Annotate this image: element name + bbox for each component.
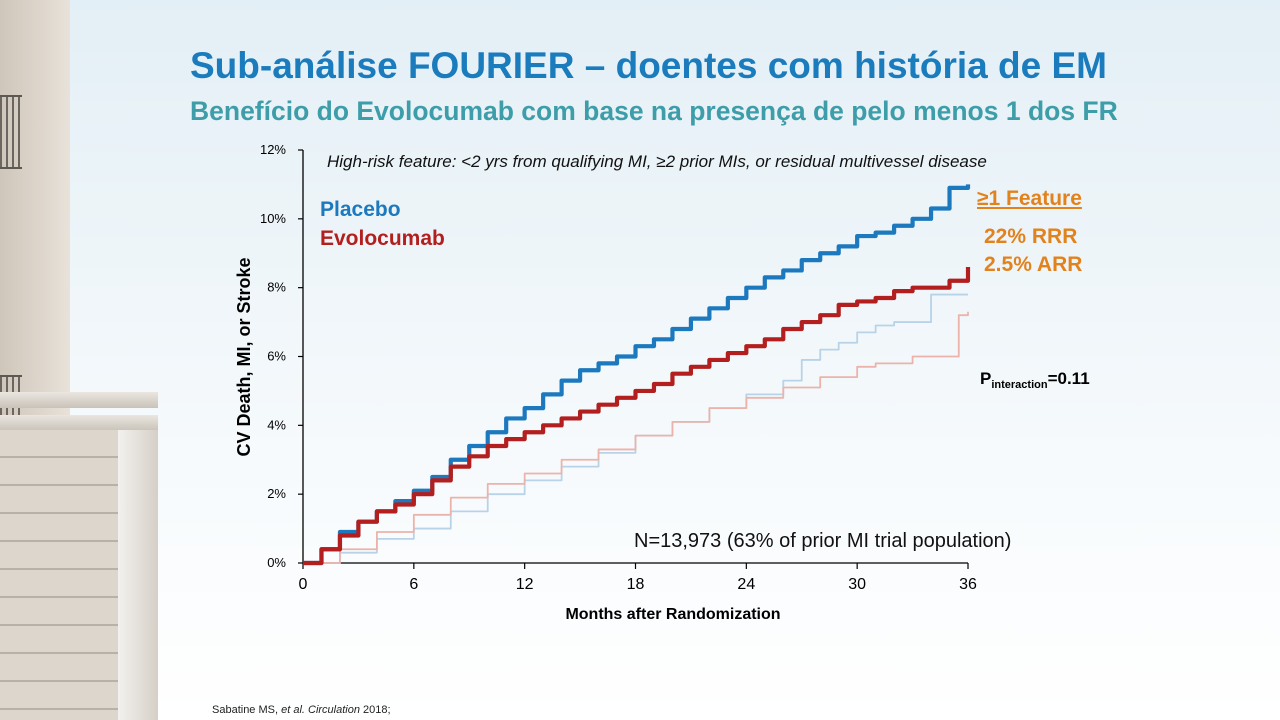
y-tick-label: 6% [267,349,286,364]
citation-year: 2018; [359,704,391,716]
p-interaction-value: =0.11 [1047,369,1090,388]
x-tick-label: 18 [627,576,645,593]
chart-axes: 0% 2% 4% 6% 8% 10% 12% 0 6 12 18 24 30 36 [260,142,977,593]
citation-journal: et al. Circulation [281,704,360,716]
legend-placebo: Placebo [320,198,401,221]
x-tick-label: 30 [848,576,866,593]
evolocumab-feature-line [303,267,971,566]
background-building-photo [0,0,190,720]
high-risk-annotation: High-risk feature: <2 yrs from qualifyin… [327,152,987,171]
balcony-railing [0,95,22,169]
placebo-no-feature-line [303,293,968,564]
y-tick-label: 10% [260,211,286,226]
legend-evolocumab: Evolocumab [320,227,445,250]
slide-subtitle: Benefício do Evolocumab com base na pres… [190,96,1118,126]
building-column [118,430,158,720]
p-interaction: Pinteraction=0.11 [980,369,1090,391]
arr-value: 2.5% ARR [984,253,1083,276]
y-tick-label: 12% [260,142,286,157]
citation-author: Sabatine MS, [212,704,282,716]
y-axis-label: CV Death, MI, or Stroke [234,257,254,456]
slide-title: Sub-análise FOURIER – doentes com histór… [190,45,1107,86]
x-tick-label: 0 [299,576,308,593]
p-interaction-prefix: P [980,369,992,388]
evolocumab-no-feature-line [303,311,969,564]
building-ledge [0,392,158,408]
citation: Sabatine MS, et al. Circulation 2018; [212,704,391,716]
chart-series [303,184,971,566]
x-tick-label: 36 [959,576,977,593]
rrr-value: 22% RRR [984,225,1078,248]
y-tick-label: 0% [267,555,286,570]
feature-header: ≥1 Feature [977,187,1082,210]
p-interaction-subscript: interaction [991,379,1048,391]
y-tick-label: 2% [267,486,286,501]
x-axis-label: Months after Randomization [565,606,780,623]
building-ledge [0,415,158,431]
y-tick-label: 4% [267,417,286,432]
population-note: N=13,973 (63% of prior MI trial populati… [634,530,1012,552]
x-tick-label: 6 [409,576,418,593]
y-tick-label: 8% [267,280,286,295]
x-tick-label: 12 [516,576,534,593]
x-tick-label: 24 [737,576,755,593]
placebo-feature-line [303,184,971,566]
